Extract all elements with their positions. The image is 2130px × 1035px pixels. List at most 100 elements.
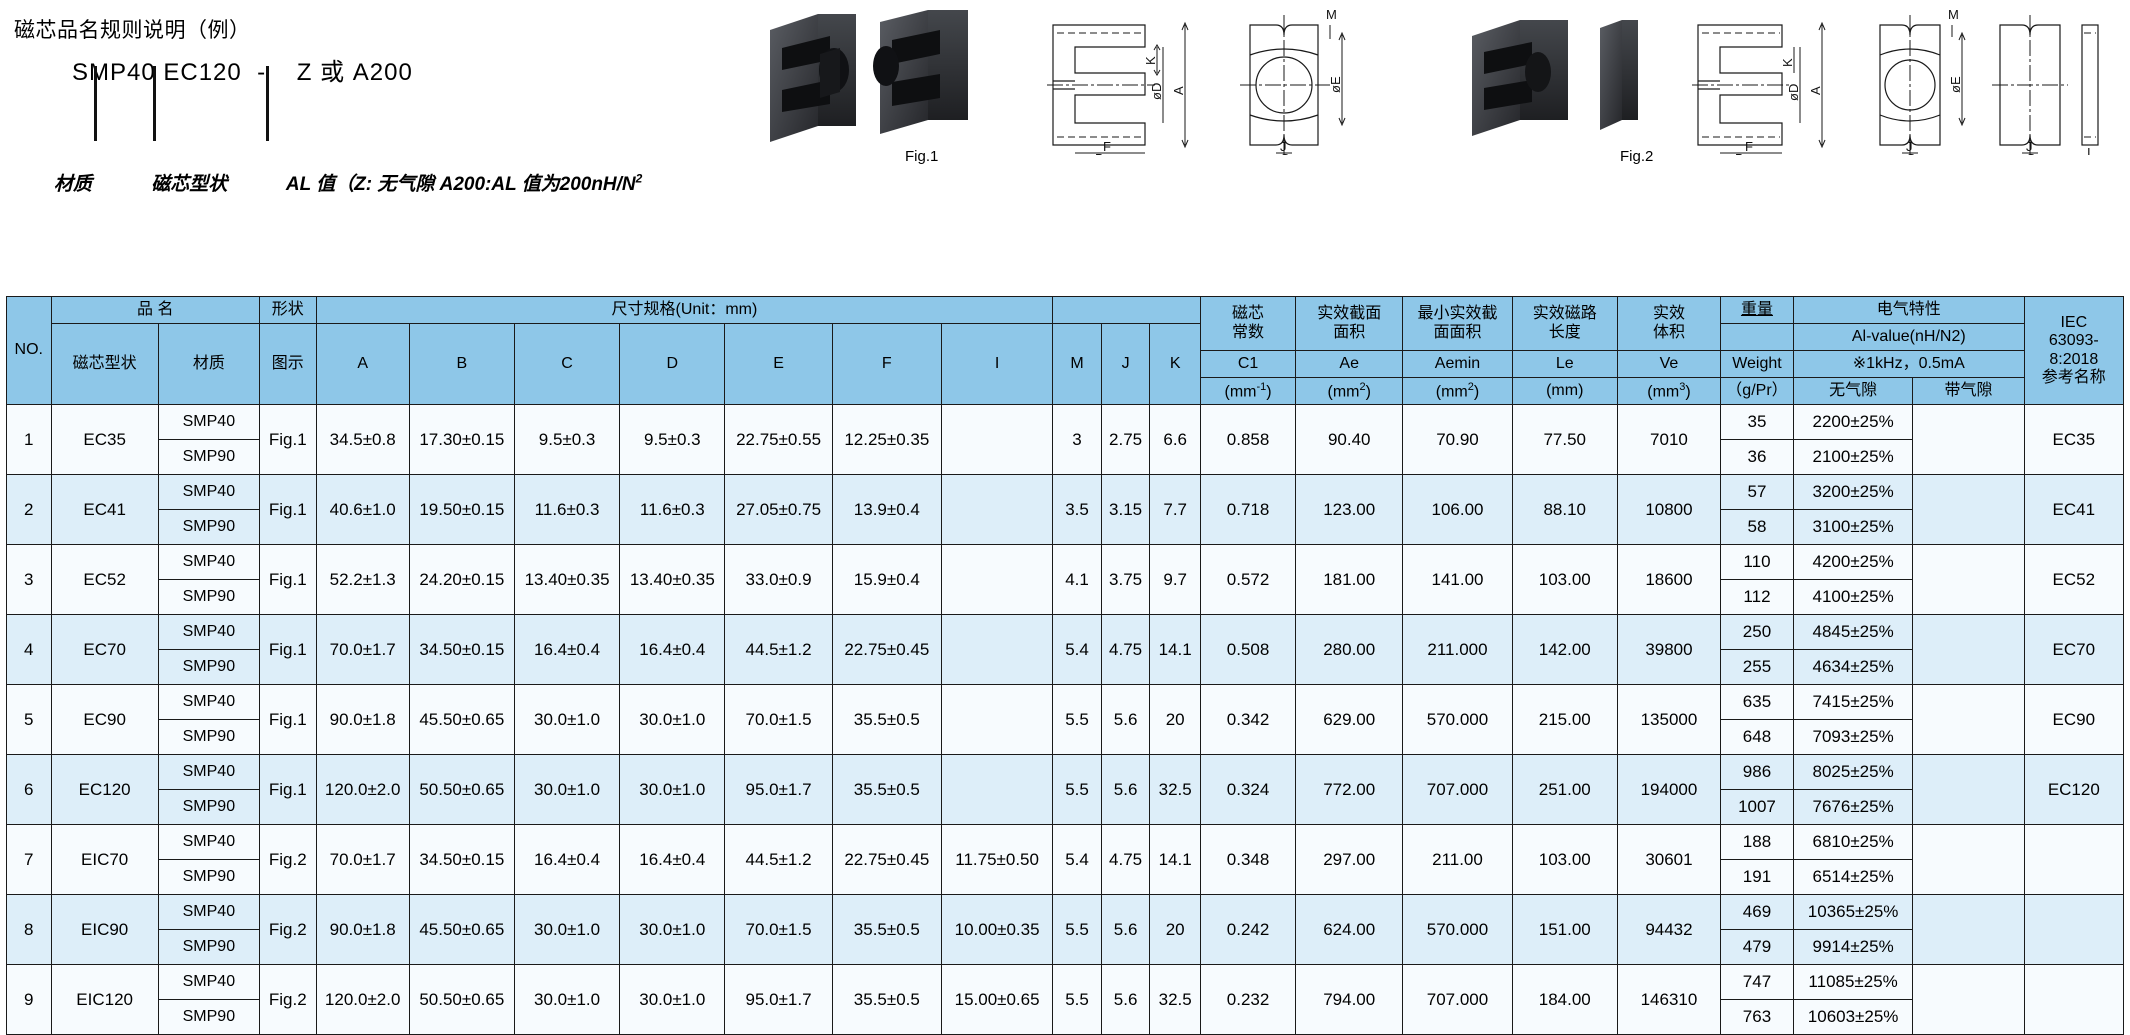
svg-text:K: K [1780, 58, 1795, 67]
header-iec-l4: 参考名称 [2041, 368, 2106, 386]
cell-al-nogap: 6514±25% [1792, 859, 1914, 895]
cell-c1: 0.508 [1199, 614, 1297, 685]
cell-drawing: Fig.1 [258, 754, 317, 825]
cell-core-shape: EIC120 [50, 964, 159, 1035]
header-ve-l2: 体积 [1652, 323, 1685, 341]
cell-al-nogap: 2200±25% [1792, 404, 1914, 440]
cell-material-smp90: SMP90 [157, 999, 260, 1035]
cell-dim-A: 34.5±0.8 [315, 404, 410, 475]
cell-ve: 94432 [1616, 894, 1722, 965]
cell-ve: 10800 [1616, 474, 1722, 545]
cell-material-smp90: SMP90 [157, 929, 260, 965]
header-ve-l1: 实效 [1652, 305, 1685, 323]
header-drawing: 图示 [258, 323, 317, 405]
cell-dim-K: 6.6 [1149, 404, 1201, 475]
cell-dim-K: 32.5 [1149, 754, 1201, 825]
cell-dim-F: 35.5±0.5 [831, 894, 942, 965]
header-unit-aemin-sup: 2 [1467, 380, 1474, 393]
cell-dim-M: 5.5 [1052, 964, 1102, 1035]
cell-dim-B: 50.50±0.65 [408, 754, 515, 825]
cell-dim-B: 17.30±0.15 [408, 404, 515, 475]
leader-line-shape [153, 66, 156, 141]
header-dim-M: M [1052, 323, 1102, 405]
table-row: SMP90 255 4634±25% [7, 649, 2124, 685]
cell-le: 151.00 [1511, 894, 1618, 965]
cell-material-smp40: SMP40 [157, 754, 260, 790]
cell-core-shape: EC90 [50, 684, 159, 755]
cell-weight: 250 [1720, 614, 1794, 650]
cell-weight: 255 [1720, 649, 1794, 685]
cell-ae: 629.00 [1295, 684, 1404, 755]
header-unit-ve: (mm3) [1616, 377, 1722, 405]
cell-material-smp90: SMP90 [157, 789, 260, 825]
cell-iec [2023, 964, 2125, 1035]
cell-ae: 280.00 [1295, 614, 1404, 685]
cell-no: 9 [6, 964, 52, 1035]
table-row: 3 EC52 SMP40 Fig.1 52.2±1.3 24.20±0.15 13.40±0… [6, 544, 2125, 615]
cell-ve: 7010 [1616, 404, 1722, 475]
header-row-4: (mm-1) (mm2) (mm2) (mm) (mm3) （g/Pr） 无气隙… [7, 377, 2124, 405]
cell-le: 77.50 [1511, 404, 1618, 475]
svg-text:J: J [2026, 139, 2033, 154]
fig2-caption: Fig.2 [1620, 148, 1654, 165]
header-al-value: Al-value(nH/N2) [1792, 323, 2025, 351]
header-unit-weight: （g/Pr） [1720, 377, 1794, 405]
cell-le: 184.00 [1511, 964, 1618, 1035]
cell-weight: 648 [1720, 719, 1794, 755]
cell-ve: 30601 [1616, 824, 1722, 895]
cell-material-smp90: SMP90 [157, 509, 260, 545]
header-sym-weight: Weight [1720, 350, 1794, 378]
header-dim-E: E [724, 323, 833, 405]
legend-al-value: AL 值（Z: 无气隙 A200:AL 值为200nH/N [285, 174, 636, 195]
table-row: SMP90 112 4100±25% [7, 579, 2124, 615]
cell-c1: 0.232 [1199, 964, 1297, 1035]
cell-ae: 794.00 [1295, 964, 1404, 1035]
cell-c1: 0.342 [1199, 684, 1297, 755]
cell-dim-J: 3.75 [1100, 544, 1151, 615]
cell-al-nogap: 4100±25% [1792, 579, 1914, 615]
cell-aemin: 211.00 [1402, 824, 1513, 895]
cell-al-withgap [1912, 894, 2025, 965]
cell-dim-I: 10.00±0.35 [940, 894, 1054, 965]
header-dimensions: 尺寸规格(Unit：mm) [315, 296, 1054, 324]
header-unit-ae-text: (mm [1327, 382, 1360, 400]
table-row: SMP90 36 2100±25% [7, 439, 2124, 475]
table-row: 2 EC41 SMP40 Fig.1 40.6±1.0 19.50±0.15 11.6±0.… [6, 474, 2125, 545]
cell-dim-A: 70.0±1.7 [315, 614, 410, 685]
cell-dim-E: 33.0±0.9 [724, 544, 833, 615]
header-dimensions-cont [1052, 296, 1201, 324]
header-no-gap: 无气隙 [1792, 377, 1914, 405]
cell-no: 5 [6, 684, 52, 755]
cell-dim-D: 11.6±0.3 [619, 474, 726, 545]
cell-drawing: Fig.1 [258, 404, 317, 475]
cell-al-nogap: 2100±25% [1792, 439, 1914, 475]
table-row: 1 EC35 SMP40 Fig.1 34.5±0.8 17.30±0.15 9.5±0.3… [6, 404, 2125, 475]
cell-dim-F: 35.5±0.5 [831, 754, 942, 825]
svg-text:A: A [1171, 86, 1186, 95]
cell-iec: EC90 [2023, 684, 2125, 755]
cell-aemin: 106.00 [1402, 474, 1513, 545]
table-row: 9 EIC120 SMP40 Fig.2 120.0±2.0 50.50±0.65 30.0… [6, 964, 2125, 1035]
cell-no: 2 [6, 474, 52, 545]
cell-no: 6 [6, 754, 52, 825]
cell-dim-C: 16.4±0.4 [513, 614, 621, 685]
cell-dim-K: 20 [1149, 684, 1201, 755]
cell-al-nogap: 7093±25% [1792, 719, 1914, 755]
cell-no: 8 [6, 894, 52, 965]
cell-aemin: 211.000 [1402, 614, 1513, 685]
cell-dim-E: 95.0±1.7 [724, 754, 833, 825]
cell-al-nogap: 7415±25% [1792, 684, 1914, 720]
cell-aemin: 707.000 [1402, 754, 1513, 825]
cell-c1: 0.572 [1199, 544, 1297, 615]
cell-dim-B: 45.50±0.65 [408, 894, 515, 965]
header-ae-l2: 面积 [1333, 323, 1366, 341]
cell-c1: 0.242 [1199, 894, 1297, 965]
cell-dim-F: 35.5±0.5 [831, 964, 942, 1035]
cell-core-shape: EC52 [50, 544, 159, 615]
cell-al-nogap: 6810±25% [1792, 824, 1914, 860]
header-core-constant-l1: 磁芯 [1232, 305, 1265, 323]
cell-weight: 479 [1720, 929, 1794, 965]
cell-iec: EC41 [2023, 474, 2125, 545]
cell-ve: 135000 [1616, 684, 1722, 755]
cell-weight: 58 [1720, 509, 1794, 545]
